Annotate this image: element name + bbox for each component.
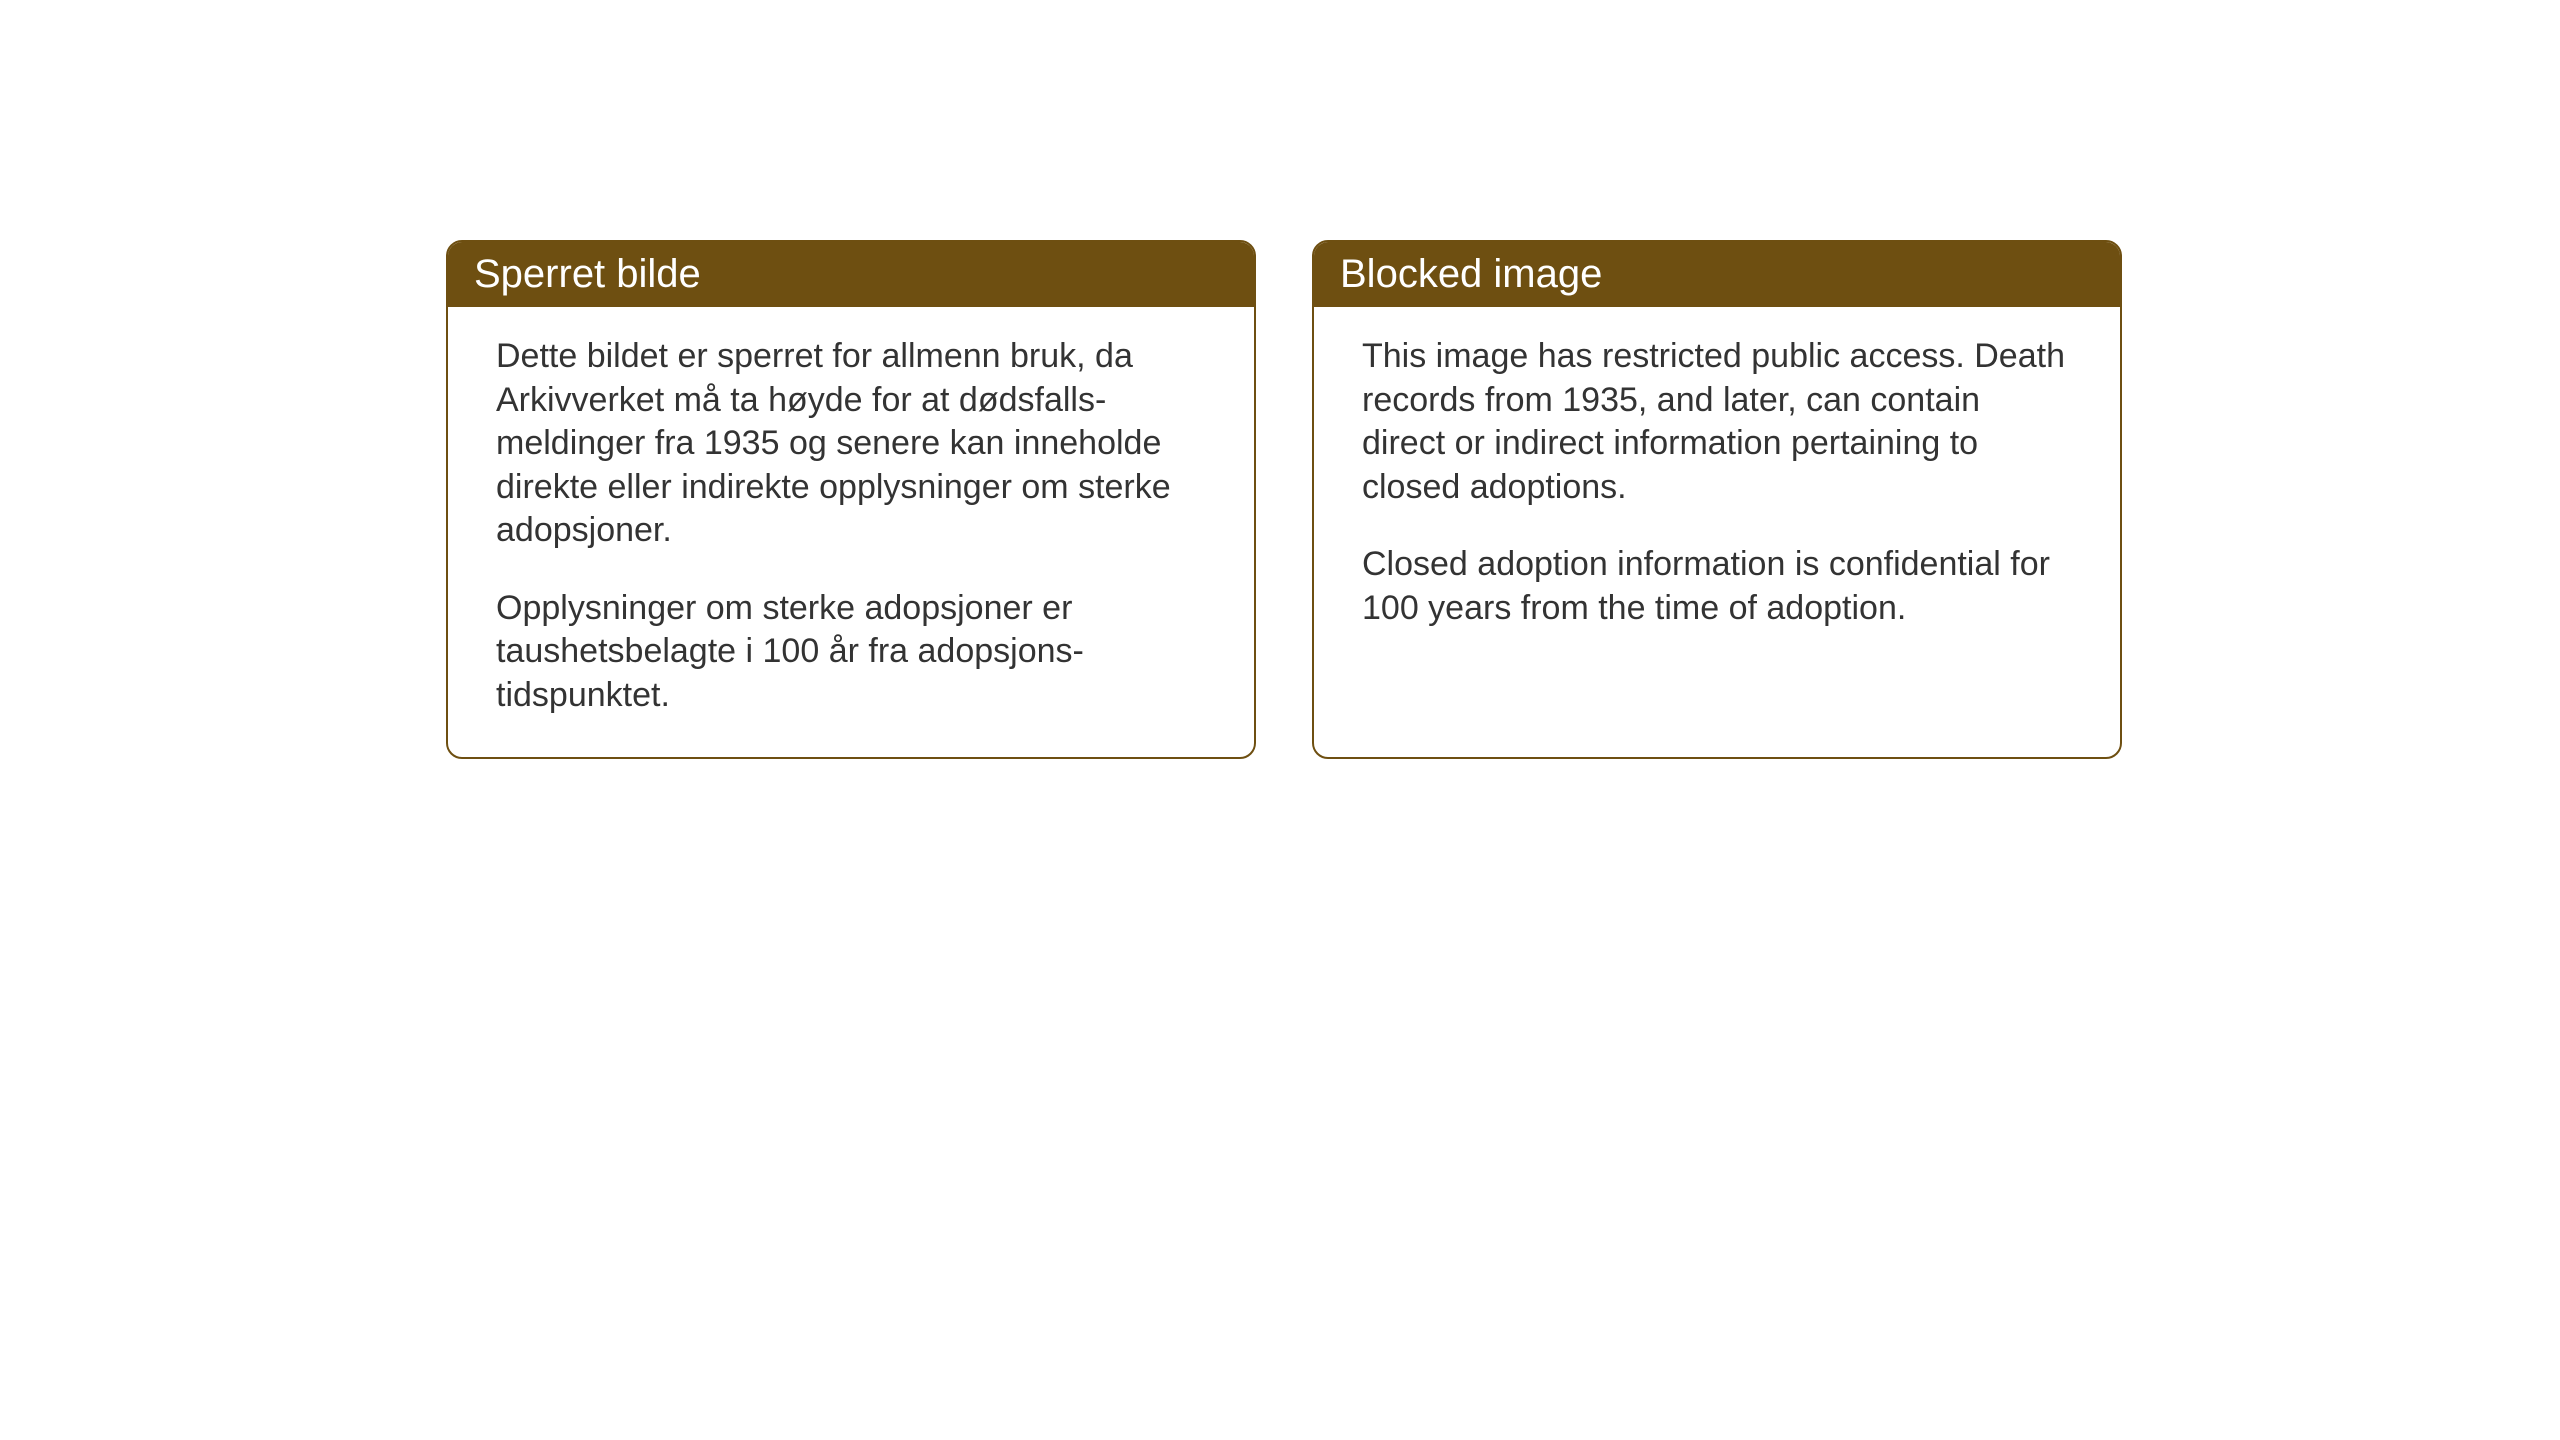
card-para1-norwegian: Dette bildet er sperret for allmenn bruk… bbox=[496, 335, 1206, 553]
card-para1-english: This image has restricted public access.… bbox=[1362, 335, 2072, 509]
card-body-norwegian: Dette bildet er sperret for allmenn bruk… bbox=[448, 307, 1254, 757]
card-header-english: Blocked image bbox=[1314, 242, 2120, 307]
card-body-english: This image has restricted public access.… bbox=[1314, 307, 2120, 757]
card-title-norwegian: Sperret bilde bbox=[474, 252, 701, 296]
card-header-norwegian: Sperret bilde bbox=[448, 242, 1254, 307]
card-para2-english: Closed adoption information is confident… bbox=[1362, 543, 2072, 630]
notice-card-norwegian: Sperret bilde Dette bildet er sperret fo… bbox=[446, 240, 1256, 759]
notice-card-english: Blocked image This image has restricted … bbox=[1312, 240, 2122, 759]
card-para2-norwegian: Opplysninger om sterke adopsjoner er tau… bbox=[496, 587, 1206, 718]
notice-container: Sperret bilde Dette bildet er sperret fo… bbox=[446, 240, 2122, 759]
card-title-english: Blocked image bbox=[1340, 252, 1602, 296]
